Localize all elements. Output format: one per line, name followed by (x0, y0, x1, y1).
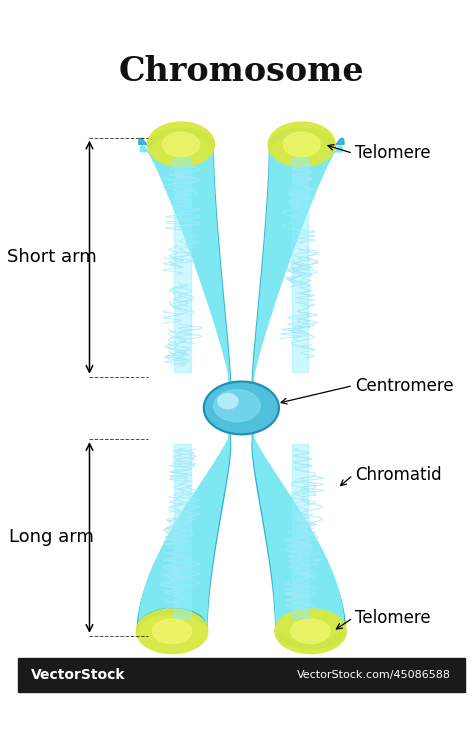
Polygon shape (275, 609, 346, 654)
Polygon shape (214, 390, 260, 422)
Text: Long arm: Long arm (9, 529, 94, 547)
Polygon shape (292, 444, 309, 618)
Polygon shape (291, 619, 330, 643)
Text: Centromere: Centromere (355, 376, 454, 395)
Text: Chromosome: Chromosome (118, 55, 364, 88)
Polygon shape (137, 129, 231, 632)
Text: VectorStock: VectorStock (31, 668, 126, 682)
Polygon shape (206, 383, 277, 433)
Polygon shape (137, 609, 208, 654)
Polygon shape (153, 619, 192, 643)
Polygon shape (283, 132, 320, 156)
Polygon shape (203, 381, 279, 435)
Text: Telomere: Telomere (355, 144, 431, 162)
Text: VectorStock.com/45086588: VectorStock.com/45086588 (297, 670, 451, 680)
Polygon shape (252, 129, 346, 648)
Polygon shape (253, 136, 344, 641)
Bar (18, 658, 465, 692)
Polygon shape (292, 158, 309, 372)
Polygon shape (147, 122, 215, 167)
Polygon shape (174, 444, 191, 618)
Text: Chromatid: Chromatid (355, 466, 442, 484)
Polygon shape (163, 132, 200, 156)
Text: Short arm: Short arm (7, 249, 96, 266)
Polygon shape (139, 136, 230, 624)
Polygon shape (174, 158, 191, 372)
Polygon shape (218, 394, 238, 409)
Text: Telomere: Telomere (355, 609, 431, 627)
Polygon shape (268, 122, 335, 167)
